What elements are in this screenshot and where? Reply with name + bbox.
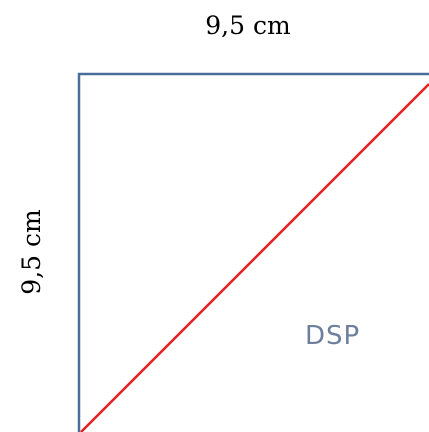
figure-label: DSP: [305, 321, 360, 351]
diagonal-line: [80, 83, 429, 432]
side-dimension-label: 9,5 cm: [17, 209, 46, 295]
top-dimension-label: 9,5 cm: [205, 11, 291, 40]
